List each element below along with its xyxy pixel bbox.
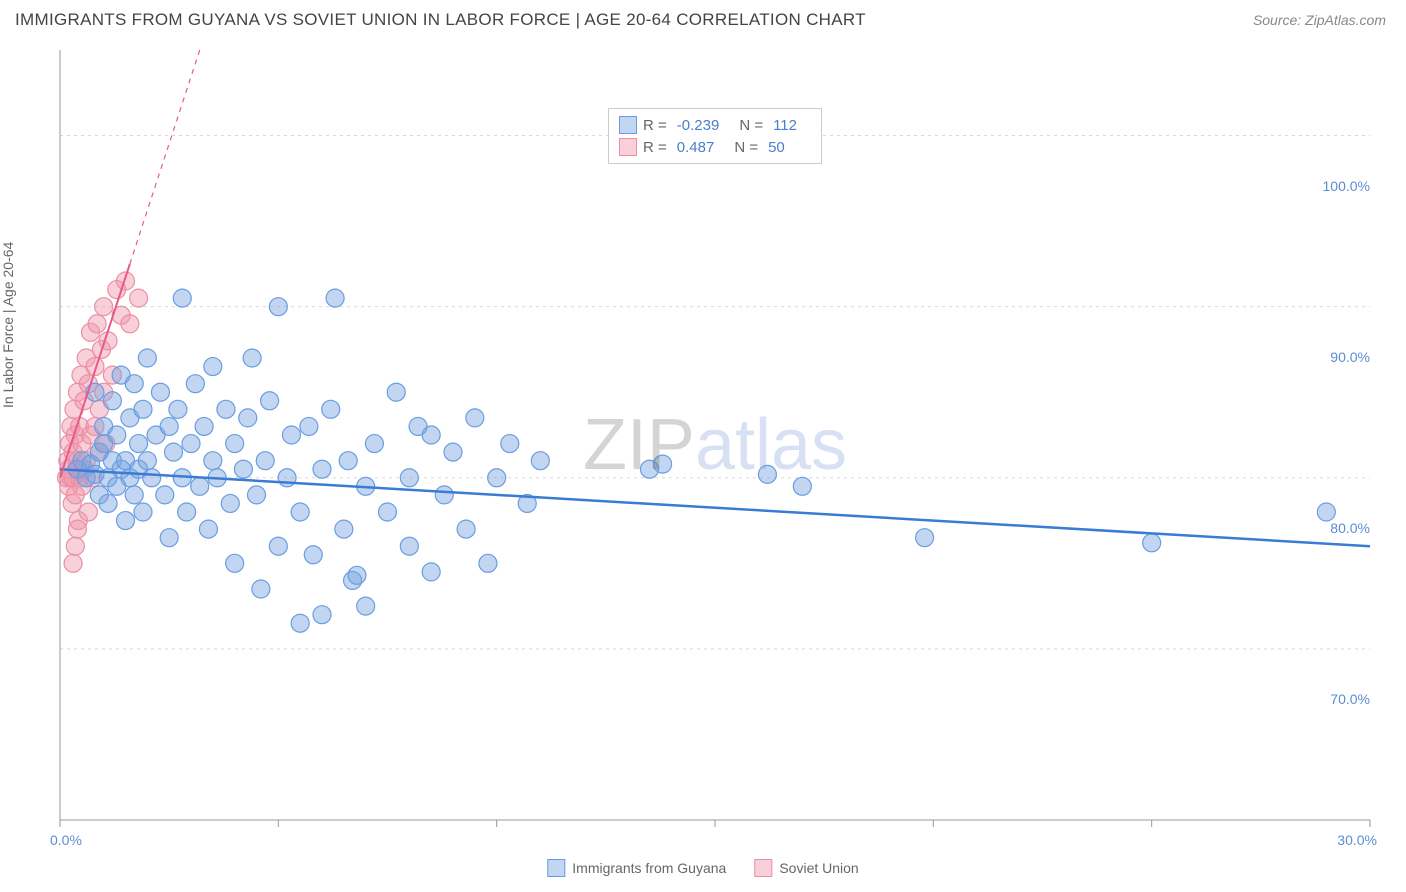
- correlation-legend: R = -0.239 N = 112 R = 0.487 N = 50: [608, 108, 822, 164]
- chart-title: IMMIGRANTS FROM GUYANA VS SOVIET UNION I…: [15, 10, 1391, 30]
- y-tick-label: 100.0%: [1323, 178, 1370, 194]
- swatch-guyana: [619, 116, 637, 134]
- scatter-chart: [45, 50, 1385, 840]
- x-tick-label: 0.0%: [50, 832, 82, 848]
- source-label: Source:: [1253, 12, 1305, 28]
- swatch-soviet: [754, 859, 772, 877]
- source-attribution: Source: ZipAtlas.com: [1253, 12, 1386, 28]
- legend-item-soviet: Soviet Union: [754, 859, 858, 877]
- x-tick-label: 30.0%: [1337, 832, 1377, 848]
- legend-row-soviet: R = 0.487 N = 50: [619, 136, 811, 158]
- y-tick-label: 90.0%: [1330, 349, 1370, 365]
- legend-label-soviet: Soviet Union: [779, 860, 858, 876]
- r-value-soviet: 0.487: [677, 139, 715, 156]
- chart-area: ZIPatlas R = -0.239 N = 112 R = 0.487 N …: [45, 50, 1385, 840]
- legend-row-guyana: R = -0.239 N = 112: [619, 114, 811, 136]
- r-value-guyana: -0.239: [677, 117, 720, 134]
- y-axis-label: In Labor Force | Age 20-64: [0, 242, 16, 408]
- legend-item-guyana: Immigrants from Guyana: [547, 859, 726, 877]
- legend-label-guyana: Immigrants from Guyana: [572, 860, 726, 876]
- y-tick-label: 80.0%: [1330, 520, 1370, 536]
- series-legend: Immigrants from Guyana Soviet Union: [547, 859, 858, 877]
- r-label: R =: [643, 139, 667, 156]
- swatch-guyana: [547, 859, 565, 877]
- n-value-soviet: 50: [768, 139, 785, 156]
- y-tick-label: 70.0%: [1330, 691, 1370, 707]
- n-value-guyana: 112: [773, 117, 797, 134]
- swatch-soviet: [619, 138, 637, 156]
- source-value: ZipAtlas.com: [1305, 12, 1386, 28]
- n-label: N =: [739, 117, 763, 134]
- n-label: N =: [734, 139, 758, 156]
- r-label: R =: [643, 117, 667, 134]
